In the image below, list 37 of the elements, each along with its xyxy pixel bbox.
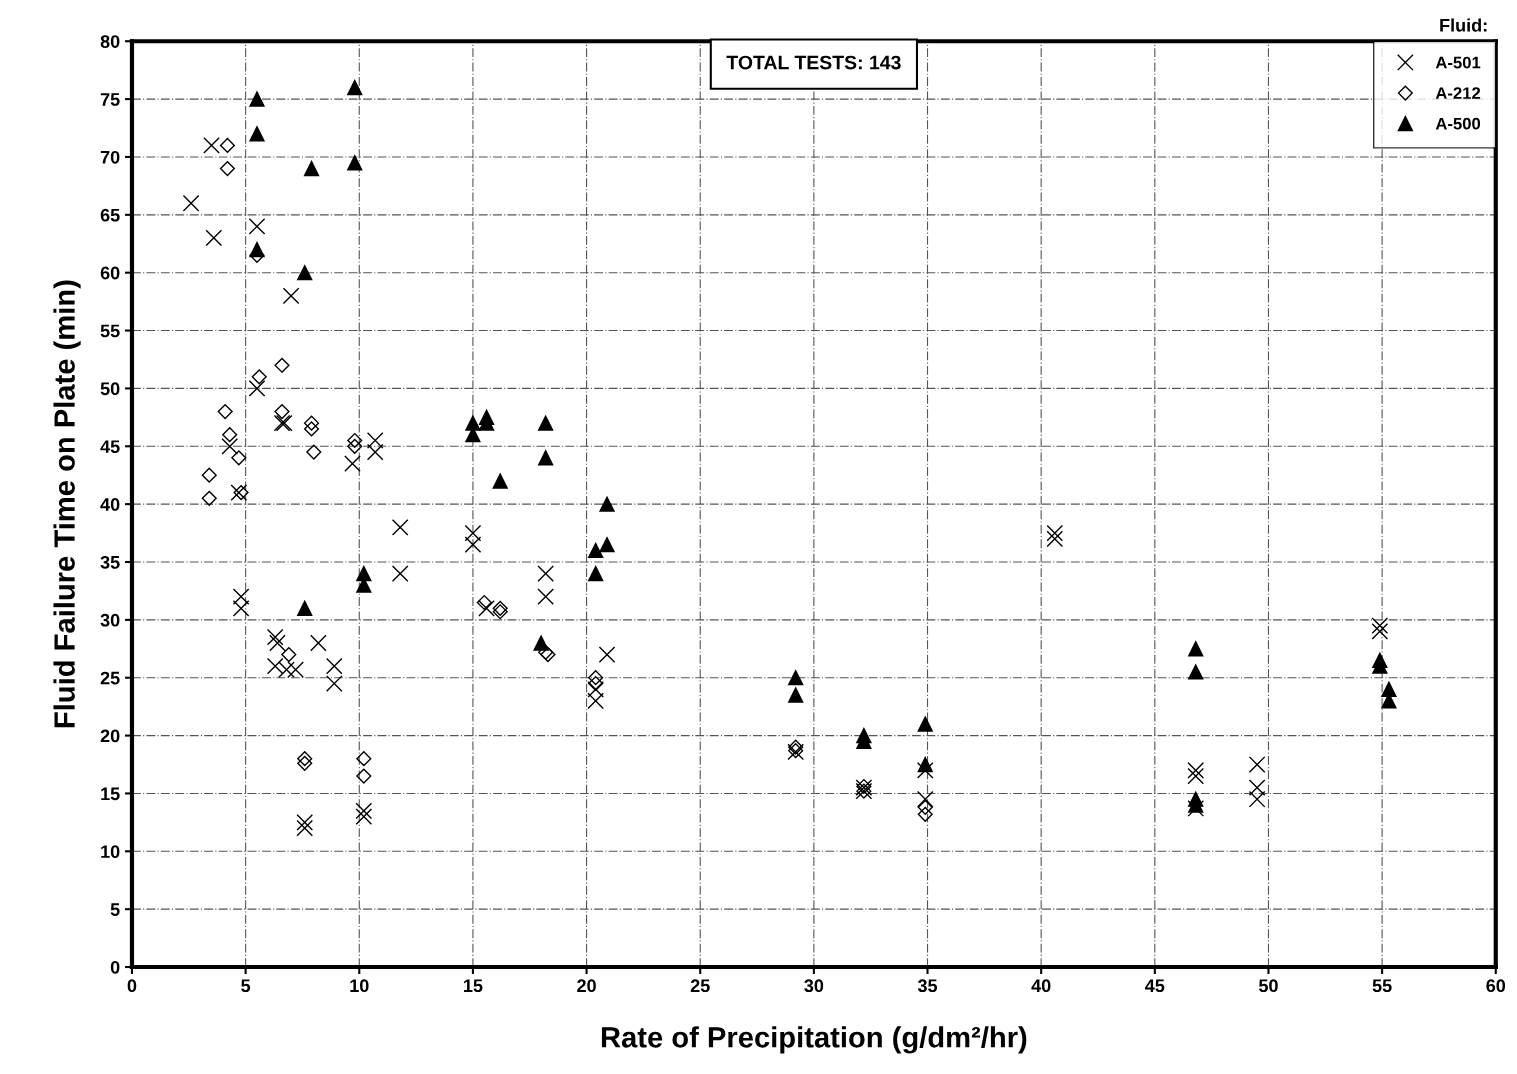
x-axis-title: Rate of Precipitation (g/dm²/hr) [601,1026,1027,1054]
x-tick-label: 45 [1145,979,1165,993]
y-tick-label: 65 [100,208,120,222]
legend-label: A-212 [1435,87,1481,99]
x-tick-label: 10 [350,979,369,993]
y-tick-label: 50 [100,382,120,396]
x-tick-label: 60 [1486,979,1506,993]
y-tick-label: 70 [100,150,120,164]
y-tick-label: 55 [100,324,120,338]
legend-title: Fluid: [1440,18,1487,32]
x-tick-label: 40 [1031,979,1051,993]
x-tick-label: 15 [464,979,483,993]
x-tick-label: 30 [804,979,824,993]
y-axis-title: Fluid Failure Time on Plate (min) [53,280,81,728]
y-tick-label: 0 [110,960,120,974]
x-tick-label: 35 [917,979,938,993]
x-tick-label: 50 [1258,979,1278,993]
y-tick-label: 20 [100,729,120,743]
legend-label: A-501 [1435,56,1481,69]
y-tick-label: 45 [100,440,120,453]
y-tick-label: 35 [100,555,120,569]
x-tick-label: 0 [127,979,137,993]
y-tick-label: 75 [100,93,120,106]
x-tick-label: 55 [1372,979,1392,993]
y-tick-label: 60 [100,266,120,280]
x-tick-label: 20 [577,979,596,993]
legend-label: A-500 [1435,117,1481,130]
annotation: TOTAL TESTS: 143 [726,55,901,70]
y-tick-label: 40 [100,498,120,511]
y-tick-label: 5 [110,903,120,916]
x-tick-label: 5 [241,979,251,993]
y-tick-label: 25 [100,671,120,685]
y-tick-label: 30 [100,613,120,627]
y-tick-label: 15 [101,787,120,801]
x-tick-label: 25 [690,979,710,993]
y-tick-label: 10 [101,845,120,859]
y-tick-label: 80 [100,35,120,48]
